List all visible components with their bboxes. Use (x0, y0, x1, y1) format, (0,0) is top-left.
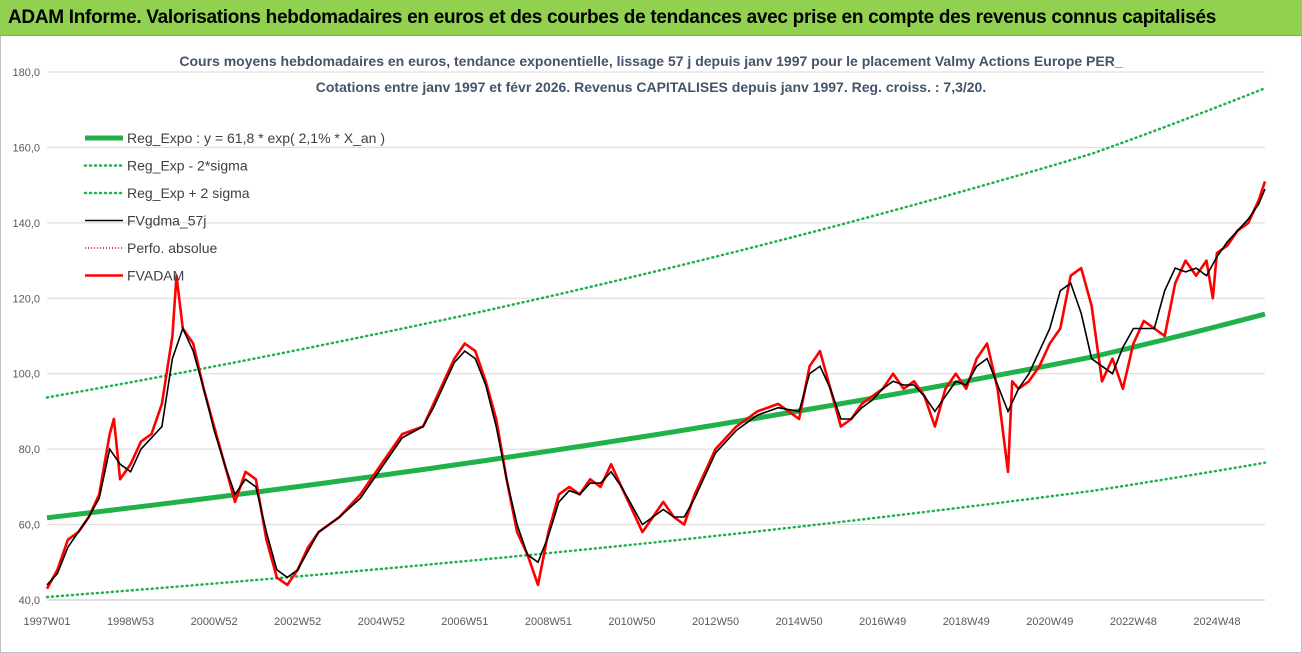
report-banner-title: ADAM Informe. Valorisations hebdomadaire… (8, 7, 1217, 28)
x-tick-label: 2024W48 (1193, 616, 1240, 628)
y-tick-label: 120,0 (12, 293, 40, 305)
x-tick-label: 2018W49 (943, 616, 990, 628)
legend-label-fvgdma: FVgdma_57j (127, 213, 206, 229)
x-tick-label: 2000W52 (191, 616, 238, 628)
y-tick-label: 100,0 (12, 369, 40, 381)
x-tick-label: 2006W51 (441, 616, 488, 628)
chart-title-line-1: Cours moyens hebdomadaires en euros, ten… (179, 53, 1122, 69)
y-tick-label: 160,0 (12, 142, 40, 154)
x-tick-label: 2014W50 (776, 616, 823, 628)
x-tick-label: 2012W50 (692, 616, 739, 628)
legend-label-band_high: Reg_Exp + 2 sigma (127, 185, 250, 201)
report-banner: ADAM Informe. Valorisations hebdomadaire… (0, 0, 1302, 36)
x-tick-label: 2008W51 (525, 616, 572, 628)
legend-label-fvadam: FVADAM (127, 268, 184, 284)
x-tick-label: 1997W01 (23, 616, 70, 628)
legend-label-reg_expo: Reg_Expo : y = 61,8 * exp( 2,1% * X_an ) (127, 130, 385, 146)
series-line-fvadam (45, 180, 1267, 590)
y-tick-label: 60,0 (19, 520, 40, 532)
x-tick-label: 2002W52 (274, 616, 321, 628)
y-tick-label: 40,0 (19, 595, 40, 607)
legend-label-perfo: Perfo. absolue (127, 240, 217, 256)
legend-label-band_low: Reg_Exp - 2*sigma (127, 158, 248, 174)
x-tick-label: 1998W53 (107, 616, 154, 628)
series-line-band_high (45, 86, 1267, 399)
y-tick-label: 140,0 (12, 218, 40, 230)
axis-layer: 40,0 60,0 80,0 100,0 120,0 140,0 160,0 180,0 199… (12, 67, 1265, 628)
x-tick-label: 2016W49 (859, 616, 906, 628)
series-line-band_low (45, 461, 1267, 599)
grid-layer (47, 71, 1265, 601)
y-tick-label: 80,0 (19, 444, 40, 456)
x-tick-label: 2022W48 (1110, 616, 1157, 628)
x-tick-label: 2004W52 (358, 616, 405, 628)
series-layer (45, 86, 1267, 599)
chart-legend: Reg_Expo : y = 61,8 * exp( 2,1% * X_an )… (83, 130, 385, 284)
x-tick-label: 2020W49 (1026, 616, 1073, 628)
x-tick-label: 2010W50 (608, 616, 655, 628)
chart-title-line-2: Cotations entre janv 1997 et févr 2026. … (316, 79, 986, 95)
series-line-fvgdma (46, 188, 1266, 586)
y-tick-label: 180,0 (12, 67, 40, 79)
